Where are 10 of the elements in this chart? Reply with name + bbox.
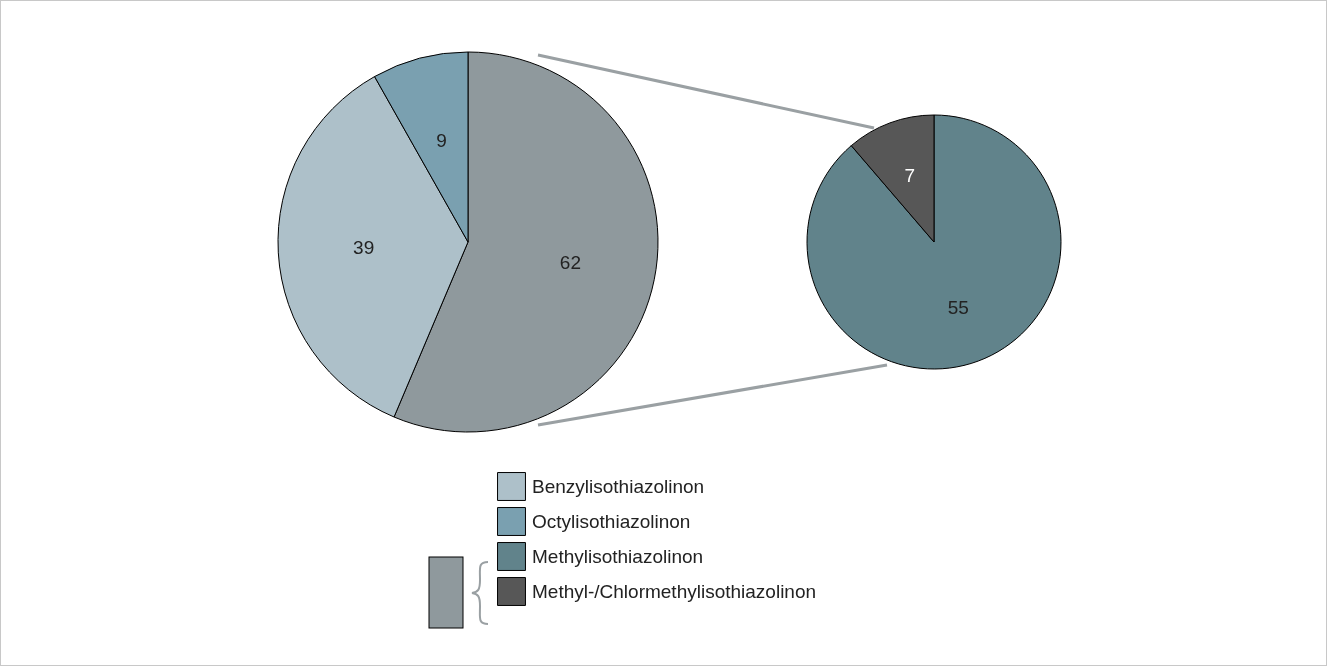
legend-label: Methyl-/Chlormethylisothiazolinon (532, 580, 817, 602)
pie-slice (806, 114, 1062, 370)
data-label: 9 (436, 129, 447, 151)
legend-label: Benzylisothiazolinon (532, 475, 705, 497)
legend-label: Methylisothiazolinon (532, 545, 704, 567)
data-label: 7 (904, 165, 916, 187)
legend-label: Octylisothiazolinon (532, 510, 691, 532)
data-label: 55 (947, 296, 969, 318)
data-label: 39 (353, 236, 375, 258)
data-label: 62 (559, 251, 581, 273)
